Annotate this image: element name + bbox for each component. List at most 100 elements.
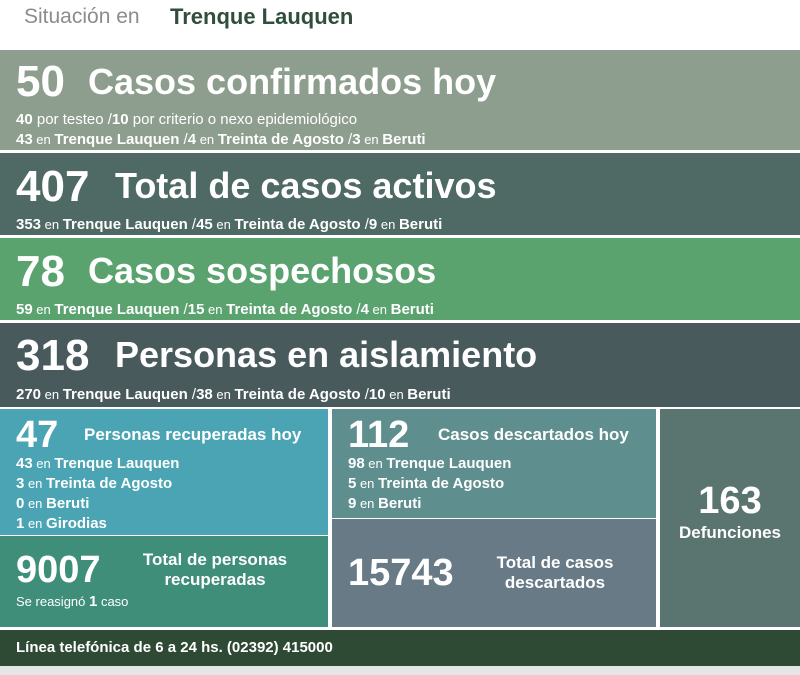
en-word: en (360, 132, 383, 147)
separator: / (179, 131, 188, 148)
confirmed-testeo-count: 40 (16, 111, 33, 128)
en-word: en (24, 476, 47, 491)
discarded-total-number: 15743 (348, 552, 454, 594)
active-line: 353 en Trenque Lauquen /45 en Treinta de… (16, 216, 442, 234)
separator: / (343, 131, 353, 148)
place-name: Beruti (398, 216, 443, 233)
place-name: Trenque Lauquen (62, 386, 188, 403)
discarded-total-title: Total de casos descartados (480, 553, 630, 593)
isolation-title: Personas en aislamiento (115, 334, 538, 375)
recovered-today-box: 47 Personas recuperadas hoy 43 en Trenqu… (0, 409, 328, 535)
discarded-row: 9 en Beruti (348, 494, 421, 514)
en-word: en (212, 387, 235, 402)
en-word: en (32, 302, 55, 317)
phone-footer: Línea telefónica de 6 a 24 hs. (02392) 4… (0, 630, 800, 666)
deaths-box: 163 Defunciones (660, 409, 800, 627)
reassign-count: 1 (89, 593, 98, 610)
count: 43 (16, 455, 33, 472)
place-name: Treinta de Agosto (217, 131, 344, 148)
recovered-total-title: Total de personas recuperadas (130, 550, 300, 590)
separator: / (360, 216, 369, 233)
phone-line-text: Línea telefónica de 6 a 24 hs. (02392) 4… (16, 639, 333, 656)
place-name: Beruti (407, 386, 451, 403)
confirmed-band: 50 Casos confirmados hoy 40 por testeo /… (0, 50, 800, 150)
place-name: Trenque Lauquen (54, 131, 180, 148)
confirmed-testeo-label: por testeo / (32, 111, 112, 128)
separator: / (352, 301, 361, 318)
recovered-today-number: 47 (16, 414, 59, 456)
recovered-today-title: Personas recuperadas hoy (84, 425, 302, 444)
count: 98 (348, 455, 365, 472)
place-name: Beruti (382, 131, 426, 148)
recovered-total-number: 9007 (16, 549, 101, 591)
active-ta-count: 45 (196, 216, 213, 233)
suspected-line: 59 en Trenque Lauquen /15 en Treinta de … (16, 301, 434, 319)
en-word: en (356, 496, 379, 511)
active-title: Total de casos activos (115, 165, 497, 206)
suspected-number: 78 (16, 247, 65, 296)
isolation-band: 318 Personas en aislamiento 270 en Trenq… (0, 323, 800, 407)
reassign-note-pre: Se reasignó (16, 594, 89, 609)
isolation-number: 318 (16, 331, 90, 380)
separator: / (187, 386, 197, 403)
en-word: en (204, 302, 227, 317)
separator: / (360, 386, 369, 403)
place-name: Trenque Lauquen (62, 216, 188, 233)
active-band: 407 Total de casos activos 353 en Trenqu… (0, 153, 800, 235)
count: 9 (348, 495, 357, 512)
count: 0 (16, 495, 25, 512)
isolation-tl-count: 270 (16, 386, 42, 403)
confirmed-beruti-count: 3 (352, 131, 361, 148)
recovered-total-title-line-2: recuperadas (164, 570, 266, 589)
en-word: en (356, 476, 379, 491)
place-name: Beruti (378, 495, 422, 512)
confirmed-title: Casos confirmados hoy (88, 61, 497, 102)
discarded-today-box: 112 Casos descartados hoy 98 en Trenque … (332, 409, 656, 518)
en-word: en (377, 217, 399, 232)
en-word: en (41, 387, 63, 402)
confirmed-nexo-count: 10 (111, 111, 129, 128)
suspected-tl-count: 59 (16, 301, 33, 318)
confirmed-number: 50 (16, 57, 65, 106)
discarded-row: 98 en Trenque Lauquen (348, 454, 511, 474)
place-name: Treinta de Agosto (234, 216, 361, 233)
bottom-strip (0, 666, 800, 675)
separator: / (187, 216, 197, 233)
discarded-total-box: 15743 Total de casos descartados (332, 519, 656, 627)
place-name: Treinta de Agosto (226, 301, 353, 318)
suspected-beruti-count: 4 (360, 301, 369, 318)
separator: / (179, 301, 188, 318)
place-name: Trenque Lauquen (386, 455, 512, 472)
header-label: Situación en (24, 5, 140, 28)
confirmed-tl-count: 43 (16, 131, 33, 148)
recovered-total-box: 9007 Total de personas recuperadas Se re… (0, 536, 328, 627)
suspected-title: Casos sospechosos (88, 250, 437, 291)
discarded-total-title-line-2: descartados (504, 573, 606, 592)
recovered-row: 3 en Treinta de Agosto (16, 474, 172, 494)
active-tl-count: 353 (16, 216, 42, 233)
count: 5 (348, 475, 357, 492)
confirmed-line-1: 40 por testeo /10 por criterio o nexo ep… (16, 111, 357, 129)
en-word: en (32, 132, 55, 147)
confirmed-ta-count: 4 (187, 131, 197, 148)
place-name: Treinta de Agosto (234, 386, 361, 403)
count: 1 (16, 515, 25, 532)
recovered-row: 0 en Beruti (16, 494, 89, 514)
confirmed-nexo-label: por criterio o nexo epidemiológico (128, 111, 358, 128)
place-name: Treinta de Agosto (378, 475, 505, 492)
en-word: en (41, 217, 63, 232)
en-word: en (368, 302, 391, 317)
place-name: Beruti (46, 495, 90, 512)
count: 3 (16, 475, 25, 492)
discarded-today-number: 112 (348, 414, 410, 456)
place-name: Girodias (46, 515, 107, 532)
isolation-beruti-count: 10 (368, 386, 386, 403)
isolation-ta-count: 38 (196, 386, 213, 403)
en-word: en (32, 456, 55, 471)
active-beruti-count: 9 (368, 216, 378, 233)
place-name: Trenque Lauquen (54, 301, 180, 318)
en-word: en (385, 387, 408, 402)
isolation-line: 270 en Trenque Lauquen /38 en Treinta de… (16, 386, 451, 404)
discarded-total-title-line-1: Total de casos (496, 553, 614, 572)
deaths-number: 163 (698, 480, 762, 522)
